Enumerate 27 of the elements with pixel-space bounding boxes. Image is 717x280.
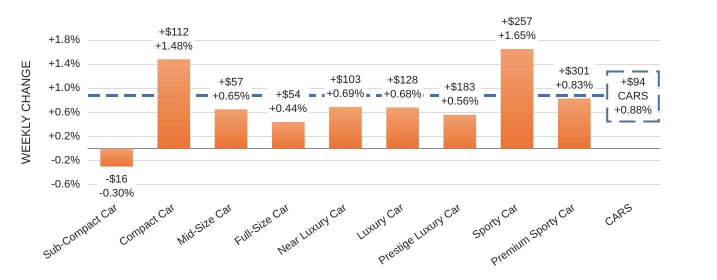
bar [214,109,248,148]
data-label: +$128 +0.68% [384,74,422,100]
data-label: +$183 +0.56% [440,82,479,108]
y-axis-title: WEEKLY CHANGE [19,60,33,164]
bar [158,59,190,148]
data-label: -$16 -0.30% [99,174,134,200]
y-tick-label: +1.8% [48,34,80,46]
bar [272,122,304,148]
y-tick-label: +1.0% [48,82,80,94]
data-label: +$54 +0.44% [269,88,308,115]
bar [100,148,133,167]
bar [500,49,534,148]
y-tick-label: -0.6% [51,178,80,191]
bar [444,114,476,148]
data-label: +$112 +1.48% [154,26,193,52]
y-tick-label: +0.2% [48,130,80,142]
data-label: +$301 +0.83% [555,65,594,92]
y-tick-label: +1.4% [48,58,80,70]
data-label: +$57 +0.65% [212,76,250,102]
data-label: +$103 +0.69% [326,74,364,100]
y-tick-label: +0.6% [48,106,80,118]
data-label: +$257 +1.65% [498,16,536,42]
y-tick-label: -0.2% [51,154,80,167]
bar [558,98,590,148]
bar [386,107,419,148]
bar [329,106,362,148]
ref-line-label: +$94 CARS +0.88% [614,76,652,116]
